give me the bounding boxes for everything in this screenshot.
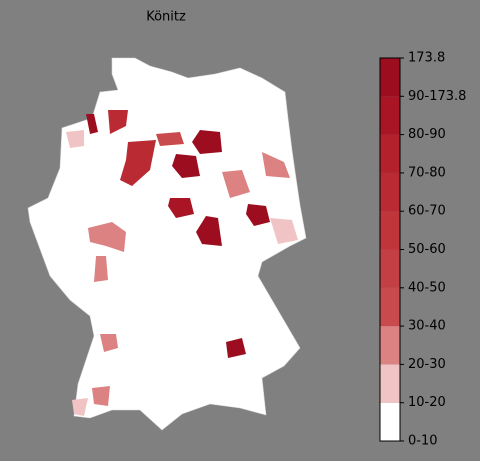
region — [192, 130, 222, 154]
country-outline — [27, 57, 307, 431]
region — [94, 256, 108, 282]
colorbar-segment — [380, 211, 400, 250]
region — [226, 338, 246, 358]
colorbar-label: 60-70 — [408, 204, 446, 219]
region — [72, 398, 88, 416]
colorbar-label: 80-90 — [408, 127, 446, 142]
region — [262, 152, 290, 178]
colorbar-segment — [380, 364, 400, 403]
colorbar-segment — [380, 96, 400, 135]
colorbar-label: 20-30 — [408, 357, 446, 372]
colorbar-label: 70-80 — [408, 165, 446, 180]
region — [108, 110, 128, 134]
region — [172, 154, 200, 178]
region — [100, 334, 118, 352]
region — [246, 204, 270, 226]
colorbar-label: 0-10 — [408, 434, 438, 449]
region — [156, 132, 184, 146]
colorbar: 0-10 10-20 20-30 30-40 40-50 50-60 60-70 70-80 8… — [379, 51, 466, 449]
colorbar-label: 10-20 — [408, 395, 446, 410]
region — [222, 170, 250, 198]
colorbar-label: 173.8 — [408, 51, 445, 66]
colorbar-label: 50-60 — [408, 242, 446, 257]
colorbar-segment — [380, 172, 400, 212]
region — [66, 130, 84, 148]
region — [270, 218, 298, 244]
region — [196, 216, 222, 246]
colorbar-segment — [380, 287, 400, 327]
region — [120, 140, 156, 186]
region — [88, 222, 126, 252]
colorbar-label: 90-173.8 — [408, 89, 466, 104]
colorbar-label: 30-40 — [408, 319, 446, 334]
region — [168, 198, 194, 218]
colorbar-segment — [380, 326, 400, 365]
region — [92, 386, 110, 406]
colorbar-label: 40-50 — [408, 280, 446, 295]
region — [86, 114, 98, 134]
colorbar-segment — [380, 249, 400, 288]
colorbar-segment — [380, 58, 400, 97]
colorbar-segment — [380, 402, 400, 441]
map — [27, 57, 307, 431]
colorbar-segment — [380, 134, 400, 173]
map-title: Könitz — [146, 10, 186, 25]
